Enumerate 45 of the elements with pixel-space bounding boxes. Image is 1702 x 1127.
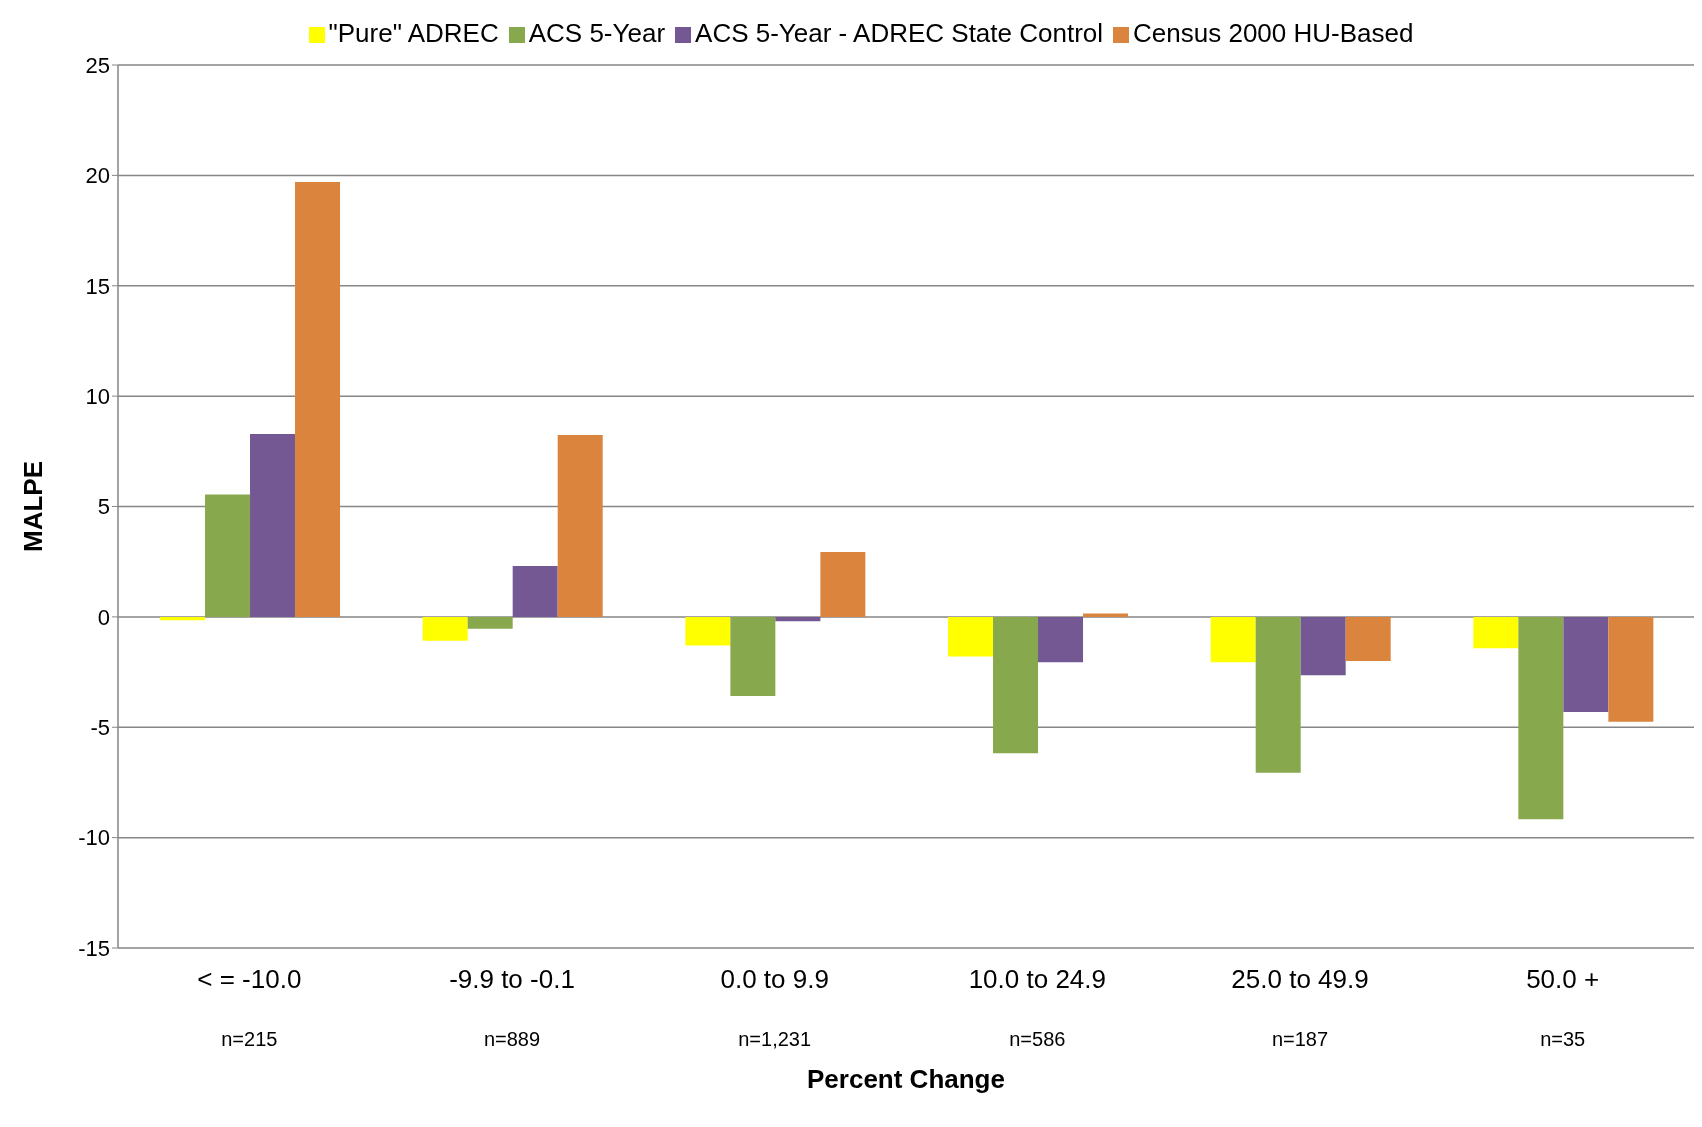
bar xyxy=(685,616,731,646)
bar xyxy=(467,616,513,629)
bar xyxy=(1345,616,1391,662)
x-axis-title: Percent Change xyxy=(807,1064,1005,1094)
bar xyxy=(1563,616,1609,713)
bar xyxy=(1210,616,1256,663)
bar xyxy=(205,494,251,617)
legend-label: ACS 5-Year xyxy=(528,18,666,48)
bar xyxy=(557,434,603,617)
bar xyxy=(1083,613,1129,617)
category-label: 25.0 to 49.9 n=187 xyxy=(1231,964,1369,1050)
bar xyxy=(1518,616,1564,820)
bar xyxy=(948,616,994,657)
bar xyxy=(1300,616,1346,676)
bar xyxy=(1473,616,1519,649)
bar xyxy=(1608,616,1654,722)
y-axis-title: MALPE xyxy=(18,461,49,552)
bar xyxy=(422,616,468,641)
category-label: 0.0 to 9.9 n=1,231 xyxy=(720,964,829,1050)
y-tick-label: -10 xyxy=(78,825,110,851)
y-tick-label: 5 xyxy=(97,494,110,520)
legend-label: "Pure" ADREC xyxy=(328,18,499,48)
category-label: 50.0 + n=35 xyxy=(1526,964,1600,1050)
category-label: 10.0 to 24.9 n=586 xyxy=(968,964,1107,1050)
bar xyxy=(295,182,341,617)
legend-label: Census 2000 HU-Based xyxy=(1133,18,1414,48)
y-tick-label: 20 xyxy=(85,163,110,189)
bar xyxy=(512,566,558,617)
y-tick-label: -5 xyxy=(90,715,110,741)
y-tick-label: 15 xyxy=(85,273,110,299)
bar xyxy=(1038,616,1084,663)
y-tick-label: 25 xyxy=(85,52,110,78)
category-label: -9.9 to -0.1 n=889 xyxy=(449,964,575,1050)
category-label: < = -10.0 n=215 xyxy=(197,964,302,1050)
bar xyxy=(820,551,866,617)
legend-label: ACS 5-Year - ADREC State Control xyxy=(695,18,1104,48)
y-tick-label: -15 xyxy=(78,935,110,961)
y-tick-label: 10 xyxy=(85,383,110,409)
bar xyxy=(250,434,296,617)
bar xyxy=(1255,616,1301,773)
y-tick-label: 0 xyxy=(97,604,110,630)
bar xyxy=(993,616,1039,754)
bar xyxy=(775,616,821,622)
bar xyxy=(730,616,776,696)
bar xyxy=(160,616,206,621)
